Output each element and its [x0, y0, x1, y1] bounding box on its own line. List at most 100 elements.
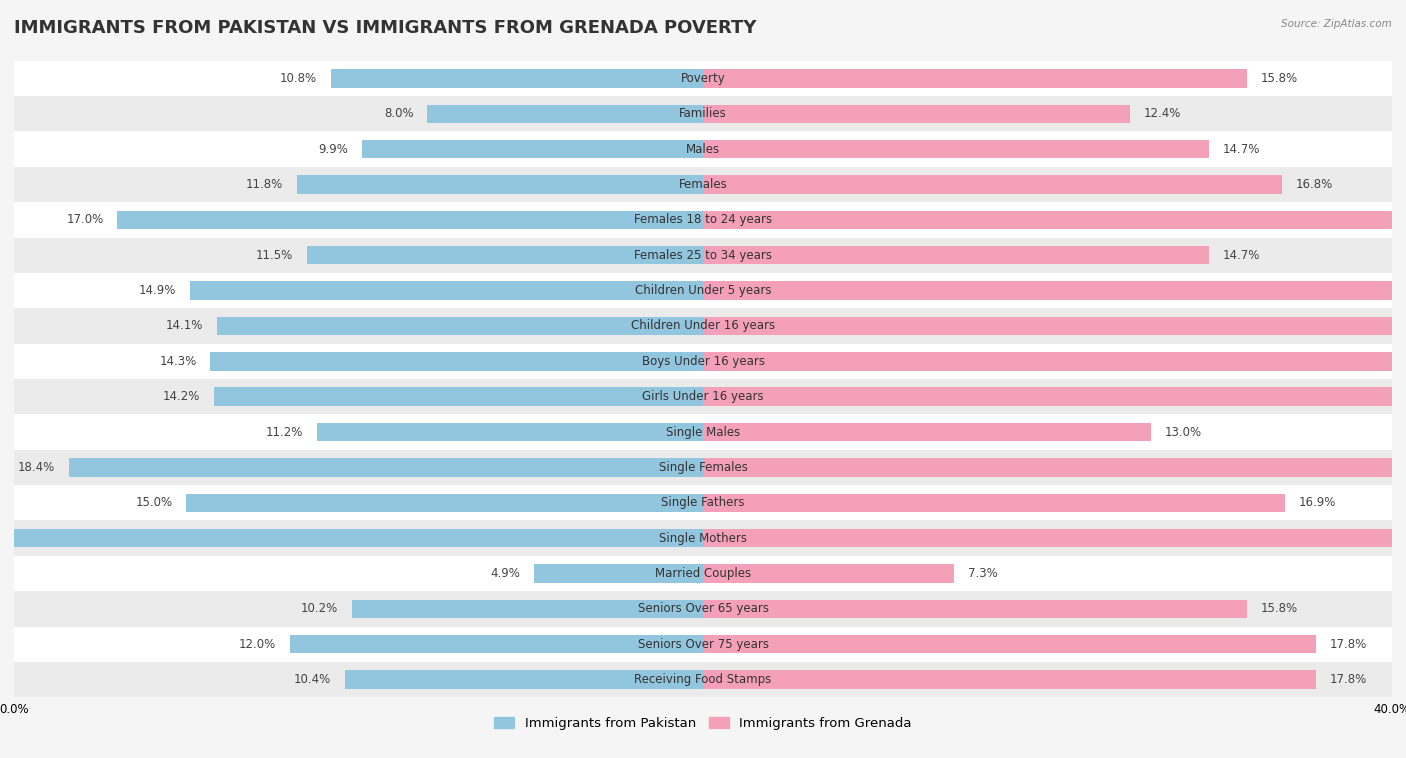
Bar: [703, 140, 1209, 158]
Text: Single Females: Single Females: [658, 461, 748, 474]
Text: Receiving Food Stamps: Receiving Food Stamps: [634, 673, 772, 686]
Bar: [344, 671, 703, 689]
Text: Source: ZipAtlas.com: Source: ZipAtlas.com: [1281, 19, 1392, 29]
Text: Males: Males: [686, 143, 720, 155]
Text: 14.3%: 14.3%: [159, 355, 197, 368]
Bar: [290, 635, 703, 653]
Text: 17.8%: 17.8%: [1330, 673, 1367, 686]
Text: 10.4%: 10.4%: [294, 673, 330, 686]
Text: IMMIGRANTS FROM PAKISTAN VS IMMIGRANTS FROM GRENADA POVERTY: IMMIGRANTS FROM PAKISTAN VS IMMIGRANTS F…: [14, 19, 756, 37]
Text: 14.9%: 14.9%: [139, 284, 176, 297]
Text: Seniors Over 75 years: Seniors Over 75 years: [637, 637, 769, 651]
Text: Children Under 5 years: Children Under 5 years: [634, 284, 772, 297]
Bar: [703, 211, 1406, 229]
Bar: [69, 459, 703, 477]
Text: 15.8%: 15.8%: [1261, 72, 1298, 85]
Text: Married Couples: Married Couples: [655, 567, 751, 580]
Bar: [534, 565, 703, 583]
Bar: [214, 387, 703, 406]
Bar: [211, 352, 703, 371]
Text: 14.7%: 14.7%: [1223, 249, 1261, 262]
Text: 14.1%: 14.1%: [166, 319, 204, 333]
Text: 11.2%: 11.2%: [266, 425, 304, 439]
Text: Families: Families: [679, 107, 727, 121]
Text: 4.9%: 4.9%: [491, 567, 520, 580]
Bar: [14, 449, 1392, 485]
Text: 15.8%: 15.8%: [1261, 603, 1298, 615]
Bar: [118, 211, 703, 229]
Bar: [318, 423, 703, 441]
Bar: [703, 459, 1406, 477]
Text: 14.2%: 14.2%: [163, 390, 200, 403]
Text: Seniors Over 65 years: Seniors Over 65 years: [637, 603, 769, 615]
Bar: [14, 591, 1392, 627]
Bar: [297, 175, 703, 193]
Bar: [307, 246, 703, 265]
Text: Poverty: Poverty: [681, 72, 725, 85]
Text: 11.5%: 11.5%: [256, 249, 292, 262]
Text: Single Mothers: Single Mothers: [659, 531, 747, 545]
Bar: [703, 69, 1247, 87]
Bar: [14, 167, 1392, 202]
Text: 10.2%: 10.2%: [301, 603, 337, 615]
Bar: [14, 662, 1392, 697]
Bar: [703, 423, 1152, 441]
Text: Boys Under 16 years: Boys Under 16 years: [641, 355, 765, 368]
Text: 8.0%: 8.0%: [384, 107, 413, 121]
Bar: [218, 317, 703, 335]
Bar: [703, 600, 1247, 618]
Bar: [14, 237, 1392, 273]
Text: 15.0%: 15.0%: [135, 496, 173, 509]
Legend: Immigrants from Pakistan, Immigrants from Grenada: Immigrants from Pakistan, Immigrants fro…: [489, 711, 917, 735]
Text: 9.9%: 9.9%: [318, 143, 349, 155]
Text: 17.0%: 17.0%: [66, 213, 104, 227]
Bar: [703, 671, 1316, 689]
Bar: [352, 600, 703, 618]
Text: Single Males: Single Males: [666, 425, 740, 439]
Bar: [14, 131, 1392, 167]
Text: 16.9%: 16.9%: [1299, 496, 1336, 509]
Bar: [703, 246, 1209, 265]
Bar: [186, 493, 703, 512]
Bar: [703, 175, 1282, 193]
Text: Girls Under 16 years: Girls Under 16 years: [643, 390, 763, 403]
Text: 7.3%: 7.3%: [969, 567, 998, 580]
Bar: [14, 202, 1392, 237]
Bar: [703, 352, 1406, 371]
Text: 18.4%: 18.4%: [18, 461, 55, 474]
Bar: [14, 96, 1392, 131]
Bar: [14, 415, 1392, 449]
Bar: [14, 379, 1392, 415]
Text: 13.0%: 13.0%: [1164, 425, 1202, 439]
Bar: [14, 556, 1392, 591]
Bar: [703, 281, 1406, 299]
Bar: [14, 309, 1392, 343]
Bar: [14, 521, 1392, 556]
Text: Children Under 16 years: Children Under 16 years: [631, 319, 775, 333]
Text: 12.4%: 12.4%: [1144, 107, 1181, 121]
Text: Females: Females: [679, 178, 727, 191]
Text: 14.7%: 14.7%: [1223, 143, 1261, 155]
Bar: [330, 69, 703, 87]
Bar: [703, 317, 1406, 335]
Text: Females 18 to 24 years: Females 18 to 24 years: [634, 213, 772, 227]
Bar: [14, 343, 1392, 379]
Bar: [14, 627, 1392, 662]
Bar: [703, 105, 1130, 123]
Bar: [703, 529, 1406, 547]
Bar: [361, 140, 703, 158]
Text: 10.8%: 10.8%: [280, 72, 318, 85]
Text: Females 25 to 34 years: Females 25 to 34 years: [634, 249, 772, 262]
Bar: [190, 281, 703, 299]
Text: Single Fathers: Single Fathers: [661, 496, 745, 509]
Bar: [427, 105, 703, 123]
Bar: [703, 635, 1316, 653]
Bar: [703, 493, 1285, 512]
Bar: [703, 565, 955, 583]
Bar: [14, 61, 1392, 96]
Bar: [14, 273, 1392, 309]
Bar: [703, 387, 1406, 406]
Bar: [14, 485, 1392, 521]
Text: 17.8%: 17.8%: [1330, 637, 1367, 651]
Text: 11.8%: 11.8%: [246, 178, 283, 191]
